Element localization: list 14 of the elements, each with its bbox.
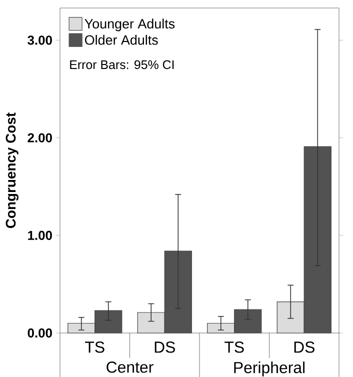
x-tick-label: TS [85, 342, 104, 353]
x-tick-label: TS [224, 342, 244, 353]
text: Peripheral [234, 362, 304, 376]
y-axis-title: Congruency Cost [6, 112, 18, 228]
y-tick-label: 0.00 [28, 328, 52, 338]
text: Center [106, 362, 154, 373]
y-tick-label: 3.00 [28, 36, 52, 45]
y-tick-label: 1.00 [28, 230, 52, 240]
legend-label: Younger Adults [84, 18, 175, 32]
x-tick-label: DS [154, 342, 175, 353]
legend-label: Older Adults [85, 34, 158, 45]
y-tick-label: 2.00 [28, 133, 52, 142]
annotation: Error Bars: 95% CI [70, 60, 174, 70]
x-tick-label: DS [294, 342, 314, 353]
